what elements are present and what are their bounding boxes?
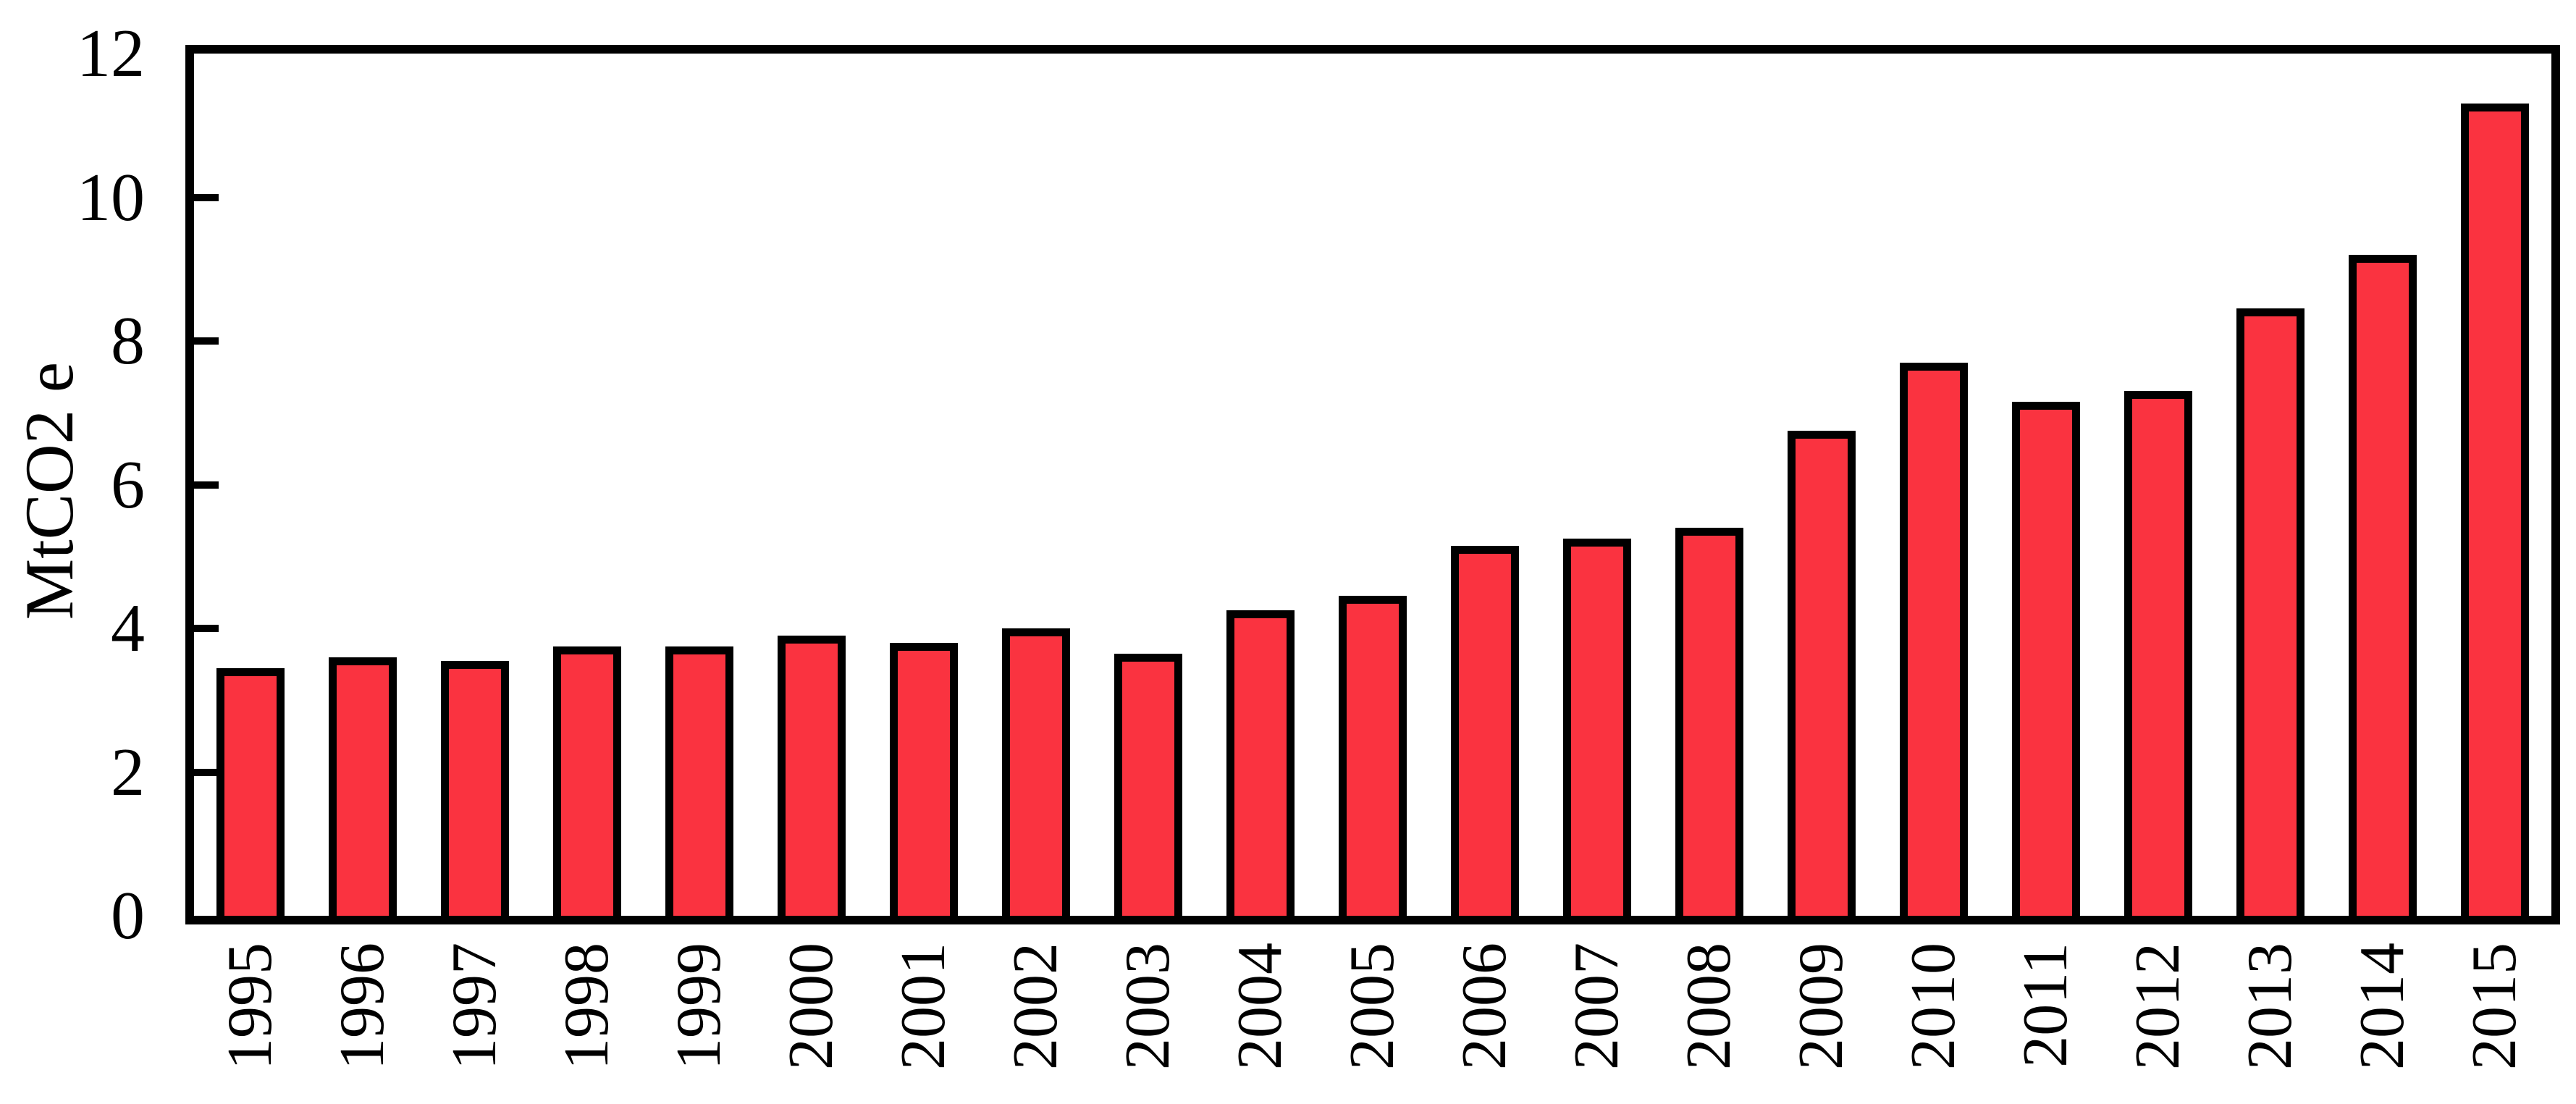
y-tick-mark-8 (194, 337, 219, 345)
x-tick-label-2004: 2004 (1225, 943, 1295, 1070)
x-tick-label-2011: 2011 (2011, 943, 2081, 1068)
x-tick-label-1998: 1998 (552, 943, 622, 1070)
bar-2006 (1451, 546, 1520, 916)
bar-2004 (1226, 610, 1295, 916)
bar-2013 (2236, 308, 2305, 916)
y-tick-label-6: 6 (111, 447, 145, 523)
plot-area (185, 45, 2560, 924)
x-tick-label-2010: 2010 (1898, 943, 1969, 1070)
bar-2011 (2012, 402, 2081, 916)
y-tick-label-10: 10 (77, 160, 145, 235)
y-tick-mark-2 (194, 769, 219, 776)
x-tick-label-1996: 1996 (327, 943, 397, 1070)
bar-2002 (1001, 628, 1070, 916)
bar-1999 (665, 646, 733, 916)
bar-2010 (1900, 363, 1969, 916)
x-tick-label-2013: 2013 (2235, 943, 2305, 1070)
y-tick-mark-10 (194, 194, 219, 201)
bar-1997 (440, 661, 509, 916)
x-tick-label-1995: 1995 (215, 943, 285, 1070)
bar-2005 (1339, 596, 1407, 916)
y-tick-label-2: 2 (111, 735, 145, 810)
x-tick-label-2012: 2012 (2123, 943, 2193, 1070)
bar-1995 (216, 668, 285, 916)
x-tick-label-2009: 2009 (1786, 943, 1856, 1070)
y-tick-label-12: 12 (77, 16, 145, 91)
bar-1996 (328, 657, 397, 916)
x-tick-label-2014: 2014 (2347, 943, 2417, 1070)
x-tick-label-2006: 2006 (1449, 943, 1520, 1070)
bar-2015 (2461, 104, 2530, 916)
bar-1998 (552, 646, 621, 916)
bar-2007 (1563, 539, 1632, 916)
y-tick-mark-6 (194, 481, 219, 489)
x-tick-label-2015: 2015 (2459, 943, 2530, 1070)
x-tick-label-2008: 2008 (1674, 943, 1744, 1070)
bar-2014 (2349, 255, 2417, 916)
bar-2009 (1788, 431, 1856, 916)
x-tick-label-2000: 2000 (776, 943, 846, 1070)
x-tick-label-2005: 2005 (1337, 943, 1407, 1070)
y-tick-label-8: 8 (111, 303, 145, 379)
bar-2003 (1114, 654, 1182, 916)
bar-2001 (889, 643, 958, 916)
bar-2000 (777, 636, 846, 916)
bar-2008 (1675, 528, 1744, 916)
x-tick-label-2007: 2007 (1562, 943, 1632, 1070)
y-tick-label-0: 0 (111, 878, 145, 953)
x-tick-label-2001: 2001 (888, 943, 959, 1070)
y-tick-mark-4 (194, 625, 219, 632)
y-tick-label-4: 4 (111, 591, 145, 666)
x-tick-label-2003: 2003 (1113, 943, 1183, 1070)
x-tick-label-1999: 1999 (664, 943, 734, 1070)
x-tick-label-2002: 2002 (1001, 943, 1071, 1070)
x-tick-label-1997: 1997 (439, 943, 510, 1070)
bar-2012 (2124, 391, 2193, 916)
